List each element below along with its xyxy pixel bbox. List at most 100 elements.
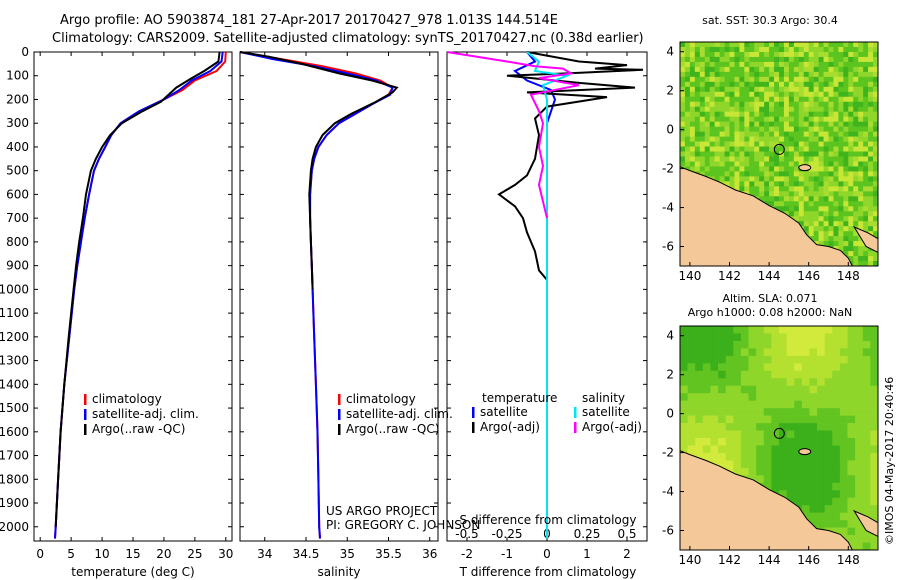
sst-cell — [754, 151, 760, 157]
sst-cell — [694, 106, 701, 112]
sst-cell — [783, 81, 790, 88]
sst-cell — [779, 101, 785, 108]
sst-cell — [813, 151, 819, 157]
sst-cell — [873, 206, 879, 212]
sst-cell — [793, 91, 800, 98]
sst-cell — [749, 81, 755, 88]
sst-cell — [689, 71, 696, 78]
sst-cell — [788, 66, 795, 73]
sla-cell — [839, 326, 848, 334]
sla-cell — [832, 348, 841, 357]
sla-cell — [710, 400, 719, 409]
sst-cell — [769, 191, 775, 197]
sst-cell — [848, 131, 854, 137]
sla-cell — [779, 333, 787, 342]
sst-cell — [709, 136, 715, 142]
sla-cell — [824, 393, 833, 401]
sst-cell — [788, 146, 795, 152]
temperature-axes-frame — [33, 51, 233, 542]
sla-cell — [824, 520, 833, 528]
sla-cell — [809, 370, 818, 379]
sst-cell — [848, 81, 854, 88]
sla-cell — [763, 340, 772, 349]
x-tick-label-salinity: 0.5 — [617, 527, 636, 541]
sst-cell — [803, 101, 809, 108]
sla-cell — [832, 333, 841, 342]
sst-cell — [828, 96, 834, 103]
s-difference-label: S difference from climatology — [460, 513, 637, 527]
sst-cell — [873, 166, 879, 172]
sst-cell — [759, 51, 765, 58]
sst-cell — [774, 161, 780, 167]
sla-cell — [862, 340, 871, 349]
sla-cell — [862, 527, 871, 536]
sst-cell — [788, 51, 795, 58]
sla-cell — [786, 378, 795, 387]
sst-cell — [744, 156, 750, 162]
sst-cell — [729, 146, 735, 152]
sla-cell — [733, 438, 742, 446]
sst-cell — [734, 136, 740, 142]
sst-cell — [714, 91, 720, 98]
sst-cell — [744, 111, 750, 117]
sst-cell — [803, 186, 809, 192]
sst-cell — [783, 51, 790, 58]
sst-cell — [699, 46, 706, 53]
sst-cell — [759, 176, 765, 182]
sst-cell — [764, 86, 770, 93]
sla-cell — [680, 348, 688, 357]
sst-cell — [680, 76, 686, 83]
sst-cell — [774, 131, 780, 137]
sla-cell — [771, 430, 780, 439]
sla-cell — [748, 452, 757, 461]
sla-cell — [771, 452, 780, 461]
sst-cell — [833, 151, 839, 157]
sla-cell — [824, 497, 833, 506]
sst-cell — [813, 191, 819, 197]
difference-temperature-legend-label: satellite — [480, 405, 528, 419]
sst-cell — [853, 141, 859, 147]
sst-cell — [709, 121, 715, 127]
sst-cell — [843, 201, 849, 207]
sla-cell — [740, 445, 749, 454]
sst-cell — [808, 81, 814, 88]
sst-cell — [680, 56, 686, 63]
difference-series-0 — [513, 51, 557, 539]
sla-cell — [687, 393, 696, 401]
sst-cell — [823, 51, 829, 58]
sst-cell — [833, 221, 839, 227]
sst-cell — [699, 111, 706, 117]
sst-cell — [783, 121, 790, 127]
sla-cell — [832, 482, 841, 491]
x-tick-label: 35 — [340, 547, 355, 561]
x-tick-label: 10 — [94, 547, 109, 561]
sst-cell — [719, 51, 725, 58]
sst-cell — [858, 166, 864, 172]
sst-cell — [749, 76, 755, 83]
sst-cell — [764, 96, 770, 103]
sst-cell — [779, 186, 785, 192]
sst-cell — [828, 76, 834, 83]
sla-cell — [710, 348, 719, 357]
sla-cell — [695, 348, 704, 357]
sst-cell — [714, 71, 720, 78]
sla-cell — [740, 415, 749, 424]
sst-cell — [774, 171, 780, 177]
sst-cell — [754, 181, 760, 187]
sst-cell — [759, 161, 765, 167]
sst-cell — [704, 131, 710, 137]
sst-cell — [808, 116, 814, 122]
sst-cell — [783, 181, 790, 187]
sla-cell — [779, 400, 787, 409]
sst-cell — [848, 136, 854, 142]
sst-cell — [833, 91, 839, 98]
sst-cell — [848, 251, 854, 257]
sst-cell — [803, 161, 809, 167]
sla-cell — [870, 400, 879, 409]
sst-cell — [779, 86, 785, 93]
sla-cell — [794, 333, 803, 342]
sst-cell — [754, 101, 760, 108]
sst-cell — [729, 176, 735, 182]
sst-cell — [798, 211, 805, 217]
